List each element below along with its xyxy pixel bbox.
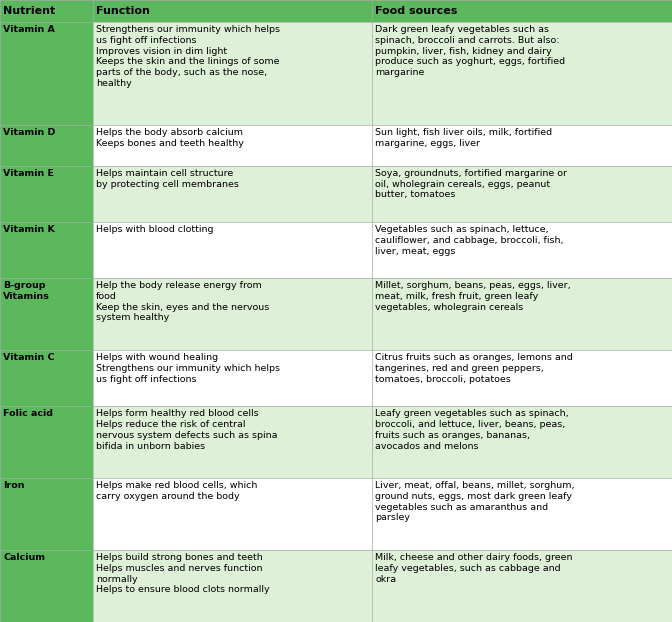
Bar bbox=[0, 222, 93, 278]
Text: Folic acid: Folic acid bbox=[3, 409, 53, 418]
Text: Calcium: Calcium bbox=[3, 553, 45, 562]
Bar bbox=[93, 350, 672, 406]
Text: Helps maintain cell structure
by protecting cell membranes: Helps maintain cell structure by protect… bbox=[96, 169, 239, 188]
Text: Helps form healthy red blood cells
Helps reduce the risk of central
nervous syst: Helps form healthy red blood cells Helps… bbox=[96, 409, 278, 450]
Bar bbox=[0, 0, 672, 22]
Bar bbox=[0, 550, 93, 622]
Text: Helps the body absorb calcium
Keeps bones and teeth healthy: Helps the body absorb calcium Keeps bone… bbox=[96, 128, 244, 148]
Bar bbox=[0, 278, 93, 350]
Bar bbox=[93, 166, 672, 222]
Text: Vitamin A: Vitamin A bbox=[3, 25, 55, 34]
Text: Leafy green vegetables such as spinach,
broccoli, and lettuce, liver, beans, pea: Leafy green vegetables such as spinach, … bbox=[375, 409, 569, 450]
Text: Nutrient: Nutrient bbox=[3, 6, 55, 16]
Text: Helps make red blood cells, which
carry oxygen around the body: Helps make red blood cells, which carry … bbox=[96, 481, 257, 501]
Text: Millet, sorghum, beans, peas, eggs, liver,
meat, milk, fresh fruit, green leafy
: Millet, sorghum, beans, peas, eggs, live… bbox=[375, 281, 571, 312]
Bar bbox=[0, 406, 93, 478]
Bar bbox=[0, 22, 93, 126]
Text: Strengthens our immunity which helps
us fight off infections
Improves vision in : Strengthens our immunity which helps us … bbox=[96, 25, 280, 88]
Bar bbox=[93, 222, 672, 278]
Bar bbox=[93, 278, 672, 350]
Text: Vitamin E: Vitamin E bbox=[3, 169, 54, 178]
Text: Help the body release energy from
food
Keep the skin, eyes and the nervous
syste: Help the body release energy from food K… bbox=[96, 281, 269, 322]
Text: B-group
Vitamins: B-group Vitamins bbox=[3, 281, 50, 301]
Bar bbox=[0, 478, 93, 550]
Text: Liver, meat, offal, beans, millet, sorghum,
ground nuts, eggs, most dark green l: Liver, meat, offal, beans, millet, sorgh… bbox=[375, 481, 575, 522]
Bar bbox=[93, 550, 672, 622]
Text: Vegetables such as spinach, lettuce,
cauliflower, and cabbage, broccoli, fish,
l: Vegetables such as spinach, lettuce, cau… bbox=[375, 225, 564, 256]
Bar bbox=[93, 22, 672, 126]
Text: Iron: Iron bbox=[3, 481, 24, 490]
Text: Sun light, fish liver oils, milk, fortified
margarine, eggs, liver: Sun light, fish liver oils, milk, fortif… bbox=[375, 128, 552, 148]
Text: Dark green leafy vegetables such as
spinach, broccoli and carrots. But also:
pum: Dark green leafy vegetables such as spin… bbox=[375, 25, 565, 77]
Text: Function: Function bbox=[96, 6, 150, 16]
Text: Helps with wound healing
Strengthens our immunity which helps
us fight off infec: Helps with wound healing Strengthens our… bbox=[96, 353, 280, 384]
Bar bbox=[0, 126, 93, 166]
Text: Soya, groundnuts, fortified margarine or
oil, wholegrain cereals, eggs, peanut
b: Soya, groundnuts, fortified margarine or… bbox=[375, 169, 567, 199]
Bar bbox=[93, 478, 672, 550]
Text: Food sources: Food sources bbox=[375, 6, 458, 16]
Text: Helps with blood clotting: Helps with blood clotting bbox=[96, 225, 214, 234]
Text: Vitamin C: Vitamin C bbox=[3, 353, 54, 362]
Text: Citrus fruits such as oranges, lemons and
tangerines, red and green peppers,
tom: Citrus fruits such as oranges, lemons an… bbox=[375, 353, 573, 384]
Text: Vitamin K: Vitamin K bbox=[3, 225, 54, 234]
Text: Milk, cheese and other dairy foods, green
leafy vegetables, such as cabbage and
: Milk, cheese and other dairy foods, gree… bbox=[375, 553, 573, 583]
Bar bbox=[0, 350, 93, 406]
Bar bbox=[93, 406, 672, 478]
Text: Vitamin D: Vitamin D bbox=[3, 128, 55, 137]
Bar bbox=[0, 166, 93, 222]
Text: Helps build strong bones and teeth
Helps muscles and nerves function
normally
He: Helps build strong bones and teeth Helps… bbox=[96, 553, 269, 595]
Bar bbox=[93, 126, 672, 166]
